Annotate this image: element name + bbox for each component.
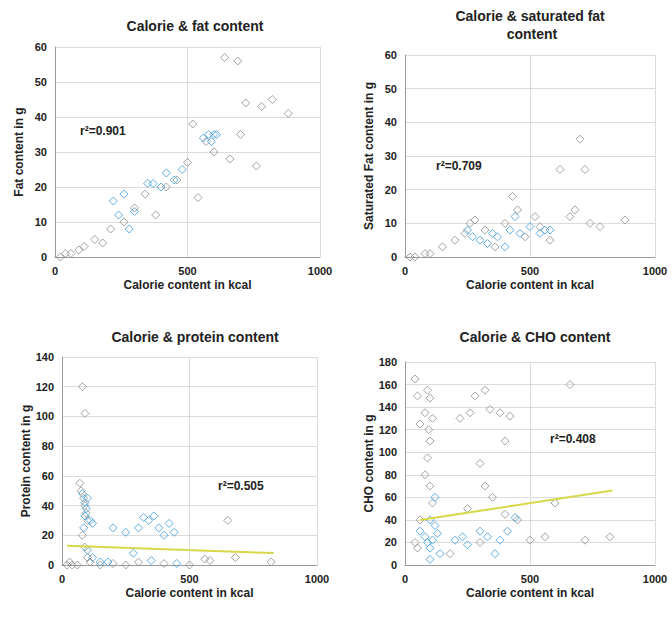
svg-text:content: content [507,26,558,42]
svg-text:CHO content in g: CHO content in g [362,415,376,513]
svg-text:0: 0 [402,265,408,277]
svg-text:Calorie content in kcal: Calorie content in kcal [123,278,251,292]
svg-text:Calorie content in kcal: Calorie content in kcal [466,586,594,600]
svg-text:0: 0 [59,573,65,585]
svg-text:120: 120 [379,424,397,436]
svg-text:0: 0 [48,559,54,571]
svg-text:20: 20 [35,181,47,193]
svg-text:Calorie & CHO content: Calorie & CHO content [460,329,611,345]
svg-text:40: 40 [385,116,397,128]
svg-text:Calorie & protein content: Calorie & protein content [111,329,279,345]
svg-text:80: 80 [42,440,54,452]
svg-text:0: 0 [391,559,397,571]
svg-text:50: 50 [385,83,397,95]
svg-text:20: 20 [42,529,54,541]
svg-text:Calorie content in kcal: Calorie content in kcal [125,586,253,600]
svg-text:r²=0.709: r²=0.709 [436,159,482,173]
svg-text:140: 140 [36,351,54,363]
svg-text:r²=0.408: r²=0.408 [550,432,596,446]
svg-text:1000: 1000 [643,265,667,277]
svg-text:500: 500 [521,265,539,277]
svg-text:Fat content in g: Fat content in g [12,107,26,196]
svg-text:0: 0 [52,265,58,277]
svg-text:20: 20 [385,184,397,196]
svg-text:60: 60 [42,470,54,482]
svg-text:100: 100 [36,410,54,422]
svg-text:60: 60 [385,49,397,61]
svg-text:Calorie & fat content: Calorie & fat content [127,18,264,34]
svg-text:10: 10 [385,217,397,229]
svg-text:Calorie content in kcal: Calorie content in kcal [466,278,594,292]
svg-text:500: 500 [180,573,198,585]
svg-text:120: 120 [36,381,54,393]
svg-text:40: 40 [35,111,47,123]
svg-text:60: 60 [35,41,47,53]
svg-text:r²=0.901: r²=0.901 [80,124,126,138]
svg-text:180: 180 [379,356,397,368]
svg-text:80: 80 [385,469,397,481]
svg-text:40: 40 [42,500,54,512]
svg-text:1000: 1000 [308,265,332,277]
svg-text:Saturated Fat content in g: Saturated Fat content in g [362,82,376,230]
svg-text:1000: 1000 [643,573,667,585]
svg-text:0: 0 [391,251,397,263]
svg-text:0: 0 [41,251,47,263]
svg-text:10: 10 [35,216,47,228]
svg-text:0: 0 [402,573,408,585]
svg-text:500: 500 [521,573,539,585]
svg-text:160: 160 [379,379,397,391]
svg-text:60: 60 [385,491,397,503]
svg-text:Protein content in g: Protein content in g [19,405,33,518]
svg-text:40: 40 [385,514,397,526]
svg-text:500: 500 [178,265,196,277]
svg-text:30: 30 [385,150,397,162]
svg-text:20: 20 [385,536,397,548]
svg-text:30: 30 [35,146,47,158]
svg-text:50: 50 [35,76,47,88]
svg-text:Calorie & saturated fat: Calorie & saturated fat [455,8,608,24]
svg-text:100: 100 [379,446,397,458]
svg-text:r²=0.505: r²=0.505 [218,479,264,493]
svg-text:140: 140 [379,401,397,413]
svg-text:1000: 1000 [305,573,329,585]
